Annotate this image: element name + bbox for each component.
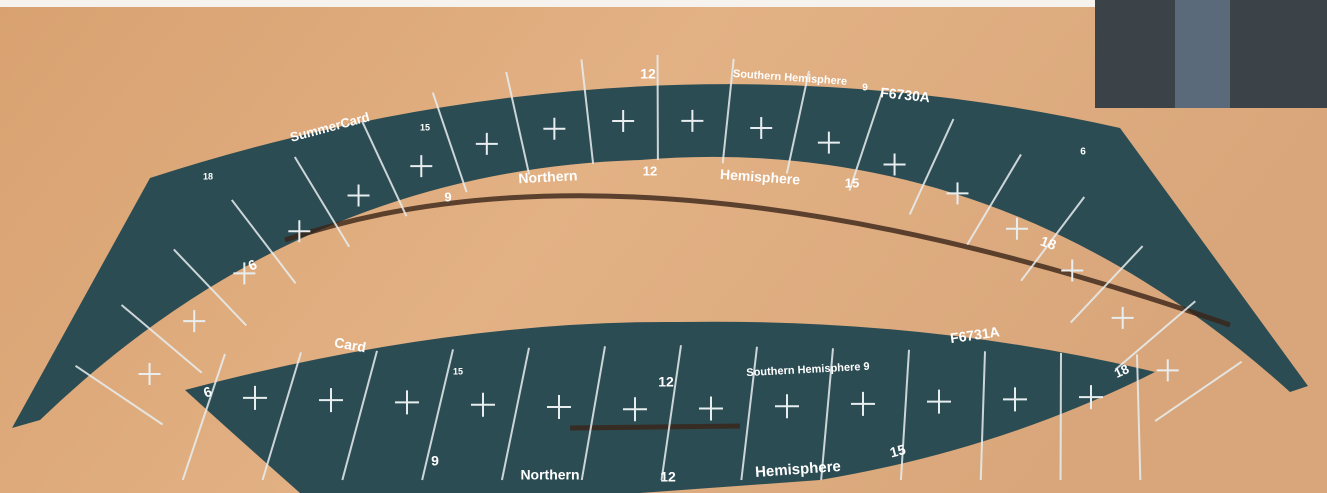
card-label: Northern xyxy=(520,467,579,483)
grid-line xyxy=(261,352,302,481)
inset-clamp xyxy=(1175,0,1230,108)
cross xyxy=(1079,385,1103,410)
card-label: Card xyxy=(333,334,367,355)
cross xyxy=(471,392,495,417)
card-label: 12 xyxy=(658,374,674,390)
cross xyxy=(410,155,433,178)
cross xyxy=(395,390,419,415)
card-markings xyxy=(74,55,1243,481)
grid-line xyxy=(500,347,530,481)
slot xyxy=(284,193,1231,328)
cross xyxy=(750,117,773,140)
grid-line xyxy=(505,71,531,175)
card-label: Hemisphere xyxy=(755,458,842,481)
cross xyxy=(288,220,311,243)
card-label: 15 xyxy=(888,441,907,461)
summer-card xyxy=(12,84,1308,428)
cross xyxy=(347,184,370,207)
grid-line xyxy=(580,346,606,481)
top-strip xyxy=(0,0,1095,7)
grid-line xyxy=(173,248,247,327)
card-label: Hemisphere xyxy=(720,166,801,188)
cross xyxy=(183,310,206,333)
cross xyxy=(319,388,343,413)
cross xyxy=(233,262,256,285)
grid-line xyxy=(740,346,758,481)
grid-line xyxy=(431,92,468,193)
grid-line xyxy=(341,350,378,481)
card-label: 9 xyxy=(862,83,868,94)
grid-line xyxy=(660,345,682,481)
card-label: 15 xyxy=(453,366,463,376)
card-label: 18 xyxy=(1038,233,1058,253)
grid-line xyxy=(231,199,297,284)
grid-line xyxy=(721,58,735,164)
card-label: F6731A xyxy=(949,323,1001,346)
grid-line xyxy=(361,120,408,217)
grid-line xyxy=(1136,354,1142,481)
card-label: 9 xyxy=(444,189,451,204)
grid-line xyxy=(1020,196,1086,282)
grid-line xyxy=(1154,360,1243,422)
grid-line xyxy=(293,156,351,248)
card-label: Northern xyxy=(518,167,578,186)
cross xyxy=(883,153,906,176)
grid-line xyxy=(820,348,834,481)
card-label: 18 xyxy=(1112,361,1131,381)
cross xyxy=(1005,217,1028,240)
card-label: 15 xyxy=(420,122,430,132)
grid-line xyxy=(580,59,595,164)
cross xyxy=(138,362,161,385)
cross xyxy=(817,131,840,154)
card-label: F6730A xyxy=(880,84,931,105)
grid-line xyxy=(1114,300,1196,371)
grid-line xyxy=(785,70,810,174)
cross xyxy=(946,182,969,205)
card-label: 9 xyxy=(431,453,439,469)
cross xyxy=(775,394,799,419)
grid-line xyxy=(1069,245,1144,324)
grid-line xyxy=(120,304,203,374)
grid-line xyxy=(899,349,910,481)
cross xyxy=(543,117,566,140)
grid-line xyxy=(421,349,454,481)
grid-line xyxy=(181,353,226,481)
grid-line xyxy=(908,118,955,215)
card-label: 18 xyxy=(203,171,213,181)
cross xyxy=(1003,387,1027,412)
card-label: 12 xyxy=(640,66,656,82)
card-label: 6 xyxy=(1080,147,1086,158)
card-label: 15 xyxy=(845,175,859,190)
cross xyxy=(927,389,951,414)
grid-line xyxy=(74,364,164,426)
cross xyxy=(851,391,875,416)
card-label: 12 xyxy=(660,469,676,485)
grid-line xyxy=(966,153,1022,246)
cross xyxy=(547,394,571,419)
cross xyxy=(475,132,498,155)
cross xyxy=(1061,259,1084,282)
grid-line xyxy=(979,351,986,481)
second-card xyxy=(185,321,1155,493)
cross xyxy=(681,109,704,132)
grid-line xyxy=(848,90,884,191)
cross xyxy=(699,396,723,421)
cross xyxy=(612,110,635,133)
cross xyxy=(1111,306,1134,329)
slot xyxy=(569,423,741,431)
cross xyxy=(1156,359,1179,382)
cross xyxy=(243,385,267,410)
card-label: 12 xyxy=(643,163,657,178)
cross xyxy=(623,397,647,422)
